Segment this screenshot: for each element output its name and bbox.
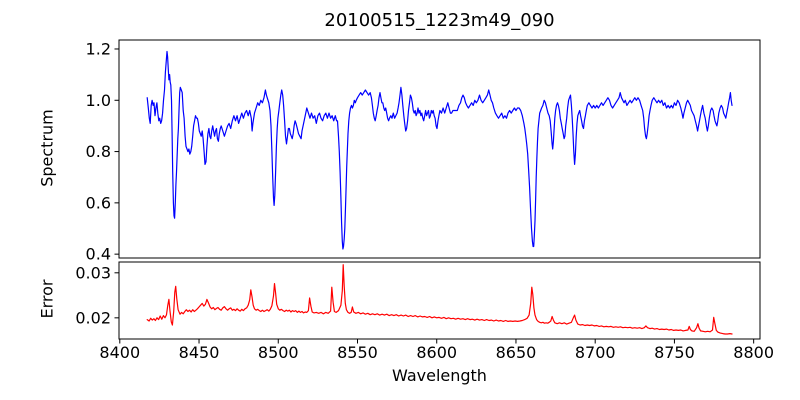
x-tick-label: 8650 (496, 343, 537, 362)
x-tick-label: 8500 (258, 343, 299, 362)
axes-frame (118, 261, 761, 340)
y-tick-label: 1.2 (86, 39, 111, 58)
error-line (146, 264, 733, 335)
x-tick-label: 8600 (416, 343, 457, 362)
y-tick-label: 0.8 (86, 142, 111, 161)
wavelength-x-axis-label: Wavelength (392, 366, 487, 385)
chart-title: 20100515_1223m49_090 (324, 10, 555, 31)
y-tick-label: 1.0 (86, 91, 111, 110)
spectrum-line (146, 50, 733, 250)
y-tick-label: 0.03 (75, 263, 111, 282)
x-tick-label: 8450 (179, 343, 220, 362)
x-tick-label: 8700 (575, 343, 616, 362)
y-tick-label: 0.4 (86, 245, 111, 264)
x-tick-label: 8400 (99, 343, 140, 362)
y-tick-label: 0.02 (75, 308, 111, 327)
x-tick-label: 8800 (733, 343, 774, 362)
y-tick-label: 0.6 (86, 193, 111, 212)
x-tick-label: 8750 (654, 343, 695, 362)
panel-spectrum: 0.4 0.6 0.8 1.0 1.2 (86, 39, 761, 264)
panel-error: 0.02 0.03 8400 8450 8500 8550 8600 8650 8700 8750… (75, 261, 774, 362)
x-tick-label: 8550 (337, 343, 378, 362)
axes-frame (118, 39, 761, 259)
